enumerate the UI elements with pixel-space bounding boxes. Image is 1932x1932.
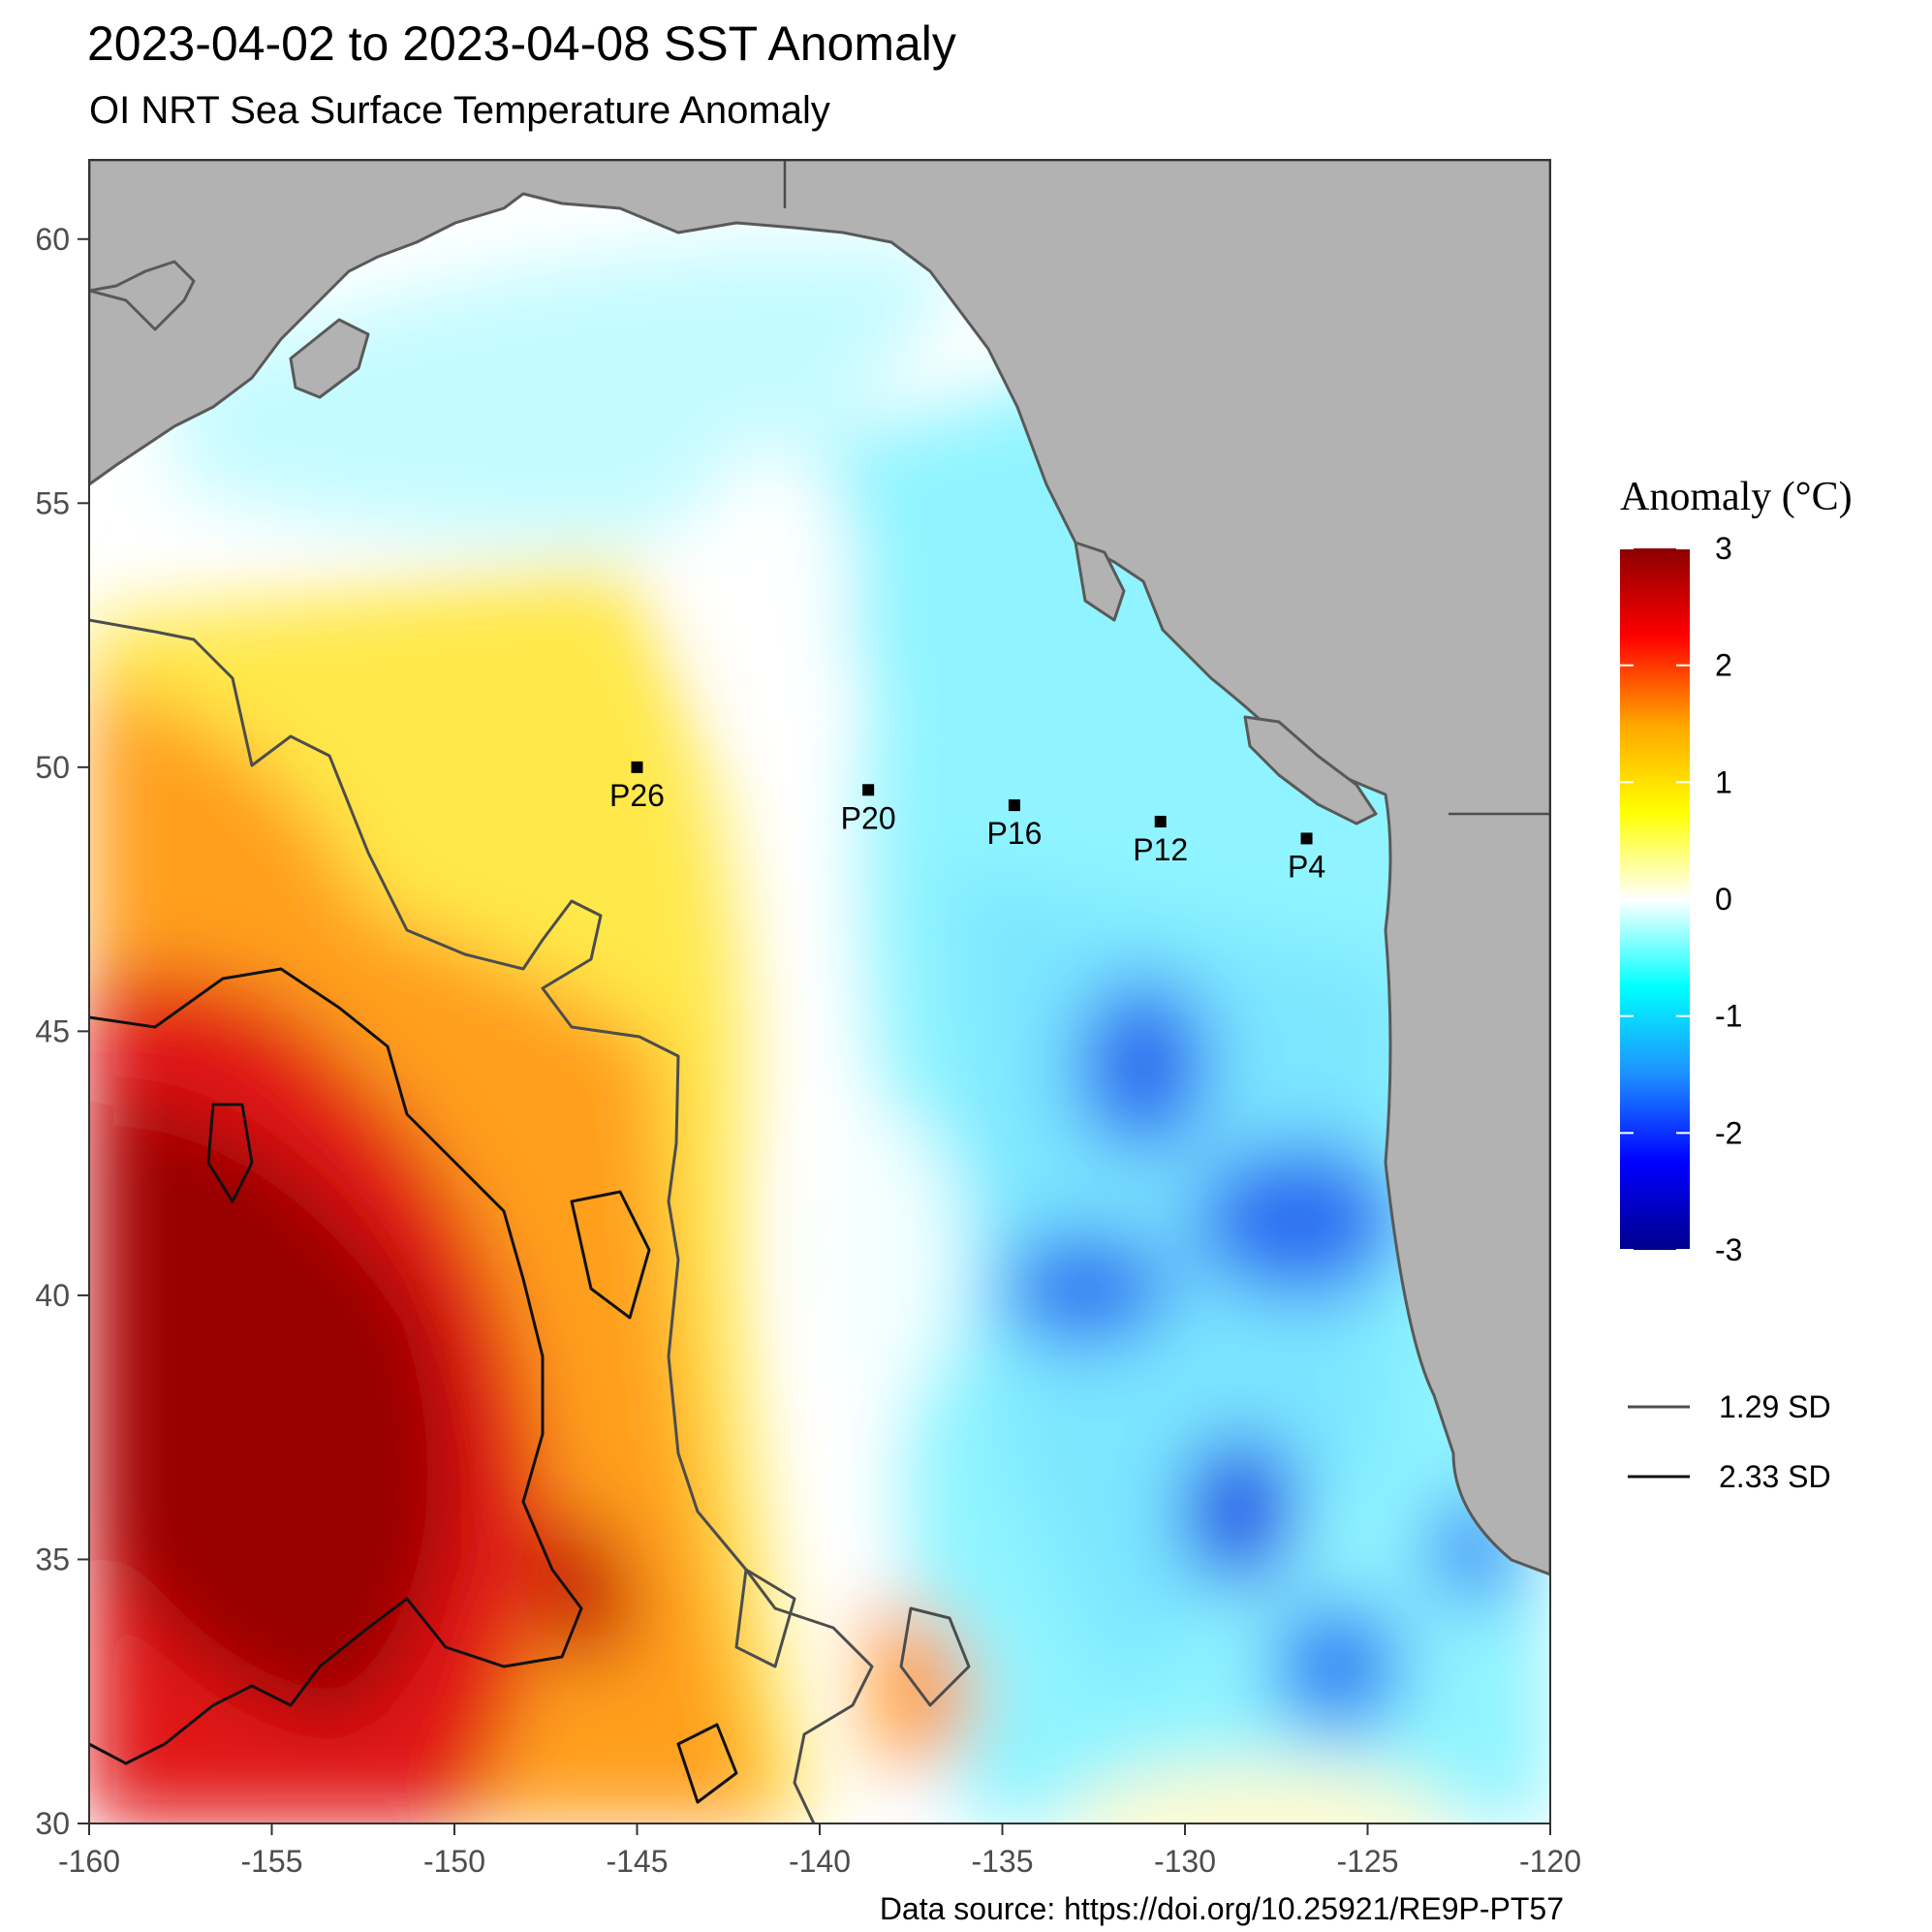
contour-legend: 1.29 SD 2.33 SD [1628,1389,1831,1494]
contour-legend-label: 2.33 SD [1719,1459,1831,1494]
station-marker [862,784,875,796]
station-marker [631,761,643,773]
x-axis: -160 -155 -150 -145 -140 -135 -130 -125 -120 [58,1823,1581,1879]
alaska-peninsula [89,260,196,331]
x-tick-label: -140 [789,1844,851,1879]
contour-2-33-sd [89,967,583,1765]
contour-2-33-sd [676,1723,738,1804]
colorbar-ticks: 3 2 1 0 -1 -2 -3 [1620,531,1742,1267]
x-tick-label: -125 [1336,1844,1398,1879]
station-label: P12 [1133,832,1188,867]
station-label: P26 [609,778,665,813]
x-tick-label: -145 [606,1844,668,1879]
station-marker [1154,815,1167,827]
y-tick-label: 55 [35,485,70,520]
x-tick-label: -155 [240,1844,302,1879]
data-source-note: Data source: https://doi.org/10.25921/RE… [879,1891,1564,1926]
y-axis: 30 35 40 45 50 55 60 [35,222,89,1841]
contour-1-29-sd [899,1606,971,1707]
vancouver-island [1243,715,1378,826]
station-marker [1008,799,1020,812]
y-tick-label: 35 [35,1542,70,1576]
alaska-coast [89,160,1550,1576]
legend-title: Anomaly (°C) [1620,475,1853,519]
x-tick-label: -130 [1154,1844,1216,1879]
colorbar-tick-label: 2 [1715,648,1732,683]
station-label: P20 [841,800,896,835]
station-marker [1300,832,1313,845]
y-tick-label: 45 [35,1013,70,1048]
station-markers: P26 P20 P16 P12 P4 [609,761,1325,884]
x-tick-label: -120 [1519,1844,1581,1879]
y-tick-label: 40 [35,1278,70,1313]
chart-title: 2023-04-02 to 2023-04-08 SST Anomaly [87,16,956,71]
colorbar-tick-label: 1 [1715,764,1732,799]
x-tick-label: -150 [423,1844,485,1879]
contour-legend-label: 1.29 SD [1719,1389,1831,1424]
x-tick-label: -160 [58,1844,120,1879]
station-label: P4 [1288,849,1325,884]
x-tick-label: -135 [971,1844,1033,1879]
contour-2-33-sd [206,1103,254,1203]
haida-gwaii [1074,541,1126,622]
station-label: P16 [986,816,1042,851]
colorbar-tick-label: -1 [1715,999,1742,1034]
y-tick-label: 50 [35,750,70,785]
kodiak-island [289,318,370,399]
colorbar-tick-label: 3 [1715,531,1732,566]
contour-1-29-sd [734,1568,796,1668]
contour-2-33-sd [570,1190,651,1320]
contour-lines [89,618,971,1823]
y-tick-label: 60 [35,222,70,257]
contour-1-29-sd [89,618,874,1823]
colorbar-tick-label: -2 [1715,1115,1742,1150]
colorbar-tick-label: 0 [1715,882,1732,917]
chart-subtitle: OI NRT Sea Surface Temperature Anomaly [89,89,830,132]
colorbar-tick-label: -3 [1715,1232,1742,1267]
land [89,160,1550,1576]
y-tick-label: 30 [35,1806,70,1841]
